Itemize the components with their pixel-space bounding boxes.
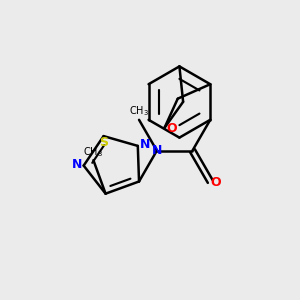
Text: O: O bbox=[166, 122, 176, 134]
Text: S: S bbox=[99, 136, 108, 149]
Text: N: N bbox=[72, 158, 82, 171]
Text: N: N bbox=[152, 144, 162, 157]
Text: N: N bbox=[140, 139, 150, 152]
Text: CH$_3$: CH$_3$ bbox=[129, 104, 149, 118]
Text: O: O bbox=[211, 176, 221, 189]
Text: CH$_3$: CH$_3$ bbox=[83, 145, 103, 159]
